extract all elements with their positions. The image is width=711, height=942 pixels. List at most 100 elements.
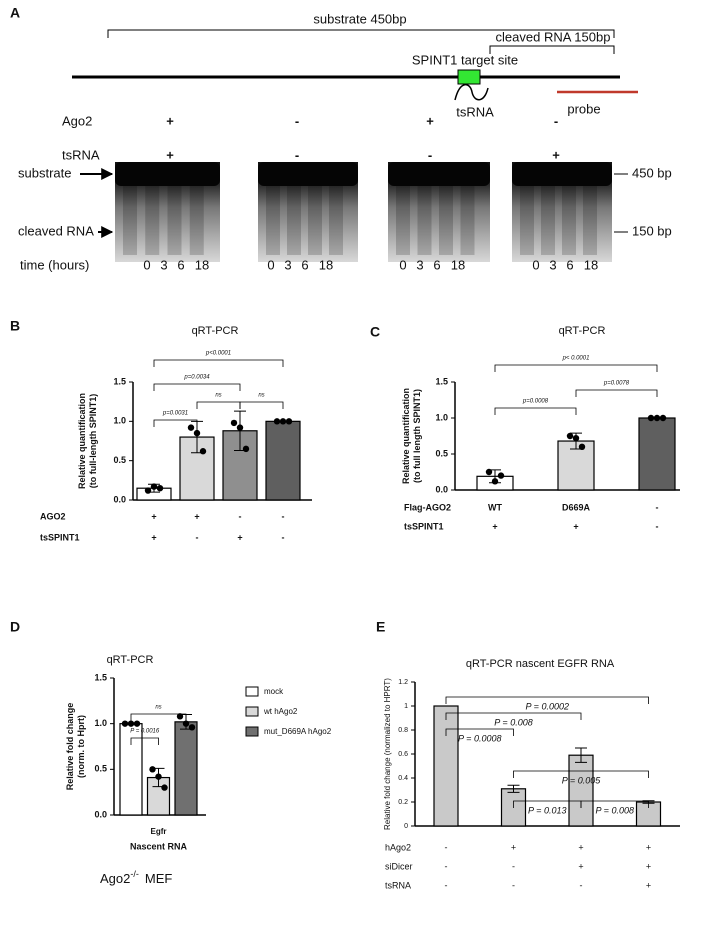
y-tick-label: 0: [404, 823, 408, 830]
time-tick: 3: [549, 257, 556, 272]
data-point: [144, 487, 152, 494]
condition-mark: +: [646, 842, 651, 852]
y-axis-label: (norm. to Hprt): [76, 715, 86, 778]
y-tick-label: 1.0: [435, 412, 448, 422]
time-tick: 3: [416, 257, 423, 272]
significance-label: P = 0.0008: [458, 733, 501, 743]
y-tick-label: 0.5: [113, 455, 126, 465]
bracket: [107, 29, 615, 38]
bar: [638, 417, 676, 491]
time-tick: 18: [319, 257, 333, 272]
condition-mark: -: [580, 880, 583, 890]
data-point: [199, 448, 207, 455]
y-tick-label: 0.5: [94, 764, 107, 774]
time-tick: 18: [584, 257, 598, 272]
significance-bracket: [153, 359, 284, 367]
condition-mark: +: [492, 521, 497, 531]
data-point: [230, 419, 238, 427]
condition-mark: +: [573, 521, 578, 531]
y-tick-label: 0.8: [398, 727, 408, 734]
significance-bracket: [130, 737, 159, 745]
data-point: [485, 468, 493, 476]
bar: [179, 436, 215, 501]
data-point: [161, 784, 168, 791]
data-point: [242, 445, 250, 453]
data-point: [121, 720, 129, 727]
condition-mark: +: [578, 861, 583, 871]
significance-label: p< 0.0001: [562, 356, 590, 362]
data-point: [653, 414, 661, 422]
data-point: [647, 414, 655, 422]
target-site: [457, 69, 481, 85]
data-point: [273, 418, 281, 425]
size-label: 150 bp: [632, 223, 672, 238]
condition-mark: +: [646, 880, 651, 890]
caption-part: MEF: [145, 871, 173, 886]
significance-bracket: [130, 713, 187, 721]
y-axis-label: Relative fold change (normalized to HPRT…: [383, 678, 392, 830]
legend-label: wt hAgo2: [263, 707, 298, 716]
bracket: [489, 45, 615, 54]
gel-lane: [460, 175, 475, 255]
significance-bracket: [153, 419, 198, 427]
gel-band: [388, 162, 490, 186]
condition-label: siDicer: [385, 861, 413, 871]
data-point: [236, 424, 244, 431]
chart-title: qRT-PCR: [107, 654, 154, 666]
gel-lane: [541, 175, 555, 255]
significance-bracket: [239, 401, 284, 409]
panel-label: B: [10, 318, 20, 334]
significance-label: ns: [155, 705, 161, 711]
row-mark: -: [295, 147, 299, 162]
significance-bracket: [494, 364, 658, 372]
data-point: [127, 720, 135, 727]
row-mark: -: [295, 113, 299, 128]
bar: [265, 420, 301, 501]
data-point: [578, 443, 586, 450]
data-point: [491, 478, 499, 485]
data-point: [566, 432, 574, 440]
condition-mark: -: [282, 532, 285, 542]
significance-bracket: [575, 389, 658, 397]
caption-part: Ago2: [100, 871, 130, 886]
gel-band: [258, 162, 358, 186]
time-tick: 3: [284, 257, 291, 272]
tsrna-squiggle: [454, 84, 489, 101]
y-tick-label: 0.0: [113, 494, 126, 504]
panel-label: D: [10, 619, 20, 635]
time-tick: 3: [160, 257, 167, 272]
row-mark: +: [166, 113, 174, 128]
condition-label: tsSPINT1: [40, 532, 80, 542]
chart-title: qRT-PCR nascent EGFR RNA: [466, 658, 615, 670]
gel-lane: [439, 175, 453, 255]
y-axis-label: Relative quantification: [77, 393, 87, 489]
time-label: time (hours): [20, 257, 89, 272]
data-point: [182, 720, 190, 727]
significance-label: ns: [258, 393, 264, 399]
caption-part: -/-: [130, 869, 139, 879]
significance-bracket: [580, 800, 649, 808]
error-bar: [575, 747, 587, 763]
condition-mark: -: [656, 521, 659, 531]
gel-lane: [520, 175, 534, 255]
significance-label: p=0.0078: [603, 381, 630, 387]
condition-mark: WT: [488, 502, 502, 512]
condition-mark: D669A: [562, 502, 591, 512]
row-mark: -: [554, 113, 558, 128]
row-mark: -: [428, 147, 432, 162]
chart-title: qRT-PCR: [192, 325, 239, 337]
error-bar: [507, 784, 520, 793]
condition-mark: -: [445, 842, 448, 852]
condition-label: hAgo2: [385, 842, 411, 852]
time-tick: 6: [177, 257, 184, 272]
data-point: [155, 773, 162, 780]
data-point: [133, 720, 141, 727]
time-tick: 6: [566, 257, 573, 272]
y-tick-label: 1.5: [435, 376, 448, 386]
condition-mark: -: [656, 502, 659, 512]
x-axis-label: Nascent RNA: [130, 841, 188, 851]
significance-label: ns: [215, 393, 221, 399]
band-label: cleaved RNA: [18, 223, 94, 238]
target-label: SPINT1 target site: [412, 52, 518, 67]
gel-lane: [287, 175, 301, 255]
